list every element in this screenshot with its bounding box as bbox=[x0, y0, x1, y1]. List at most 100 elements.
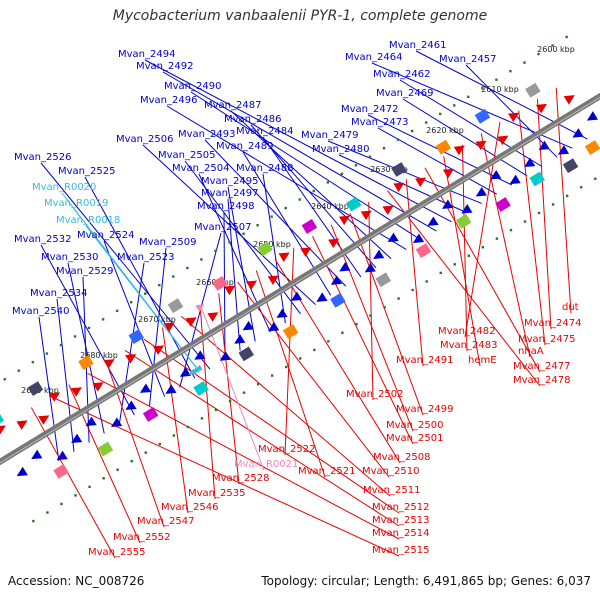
annotation-block[interactable] bbox=[330, 293, 346, 308]
forward-gene-arrow[interactable] bbox=[219, 351, 231, 361]
forward-gene-label[interactable]: Mvan_2492 bbox=[136, 61, 193, 72]
reverse-gene-arrow[interactable] bbox=[415, 177, 427, 187]
forward-gene-label[interactable]: Mvan_2487 bbox=[204, 100, 261, 111]
reverse-gene-arrow[interactable] bbox=[92, 382, 104, 392]
reverse-gene-label[interactable]: Mvan_2513 bbox=[372, 515, 429, 526]
pseudo-rna-gene[interactable] bbox=[195, 304, 205, 313]
reverse-gene-label[interactable]: Mvan_2475 bbox=[518, 334, 575, 345]
reverse-gene-arrow[interactable] bbox=[152, 345, 165, 355]
reverse-gene-arrow[interactable] bbox=[38, 415, 50, 425]
forward-gene-label[interactable]: Mvan_2530 bbox=[41, 252, 98, 263]
reverse-gene-label[interactable]: Mvan_2508 bbox=[373, 452, 430, 463]
forward-gene-label[interactable]: Mvan_2498 bbox=[197, 201, 254, 212]
reverse-gene-arrow[interactable] bbox=[338, 215, 351, 226]
reverse-gene-label[interactable]: Mvan_2535 bbox=[188, 488, 245, 499]
reverse-gene-label[interactable]: Mvan_2483 bbox=[440, 340, 497, 351]
annotation-block[interactable] bbox=[167, 298, 184, 314]
reverse-gene-arrow[interactable] bbox=[70, 387, 82, 397]
forward-gene-label[interactable]: Mvan_2464 bbox=[345, 52, 402, 63]
reverse-gene-arrow[interactable] bbox=[103, 359, 115, 369]
reverse-gene-arrow[interactable] bbox=[382, 205, 394, 216]
reverse-gene-label[interactable]: Mvan_2547 bbox=[137, 516, 194, 527]
forward-gene-arrow[interactable] bbox=[179, 367, 191, 377]
forward-gene-arrow[interactable] bbox=[16, 466, 28, 477]
annotation-block[interactable] bbox=[415, 243, 432, 258]
forward-gene-label[interactable]: Mvan_2489 bbox=[216, 141, 273, 152]
forward-gene-arrow[interactable] bbox=[572, 128, 584, 138]
reverse-gene-arrow[interactable] bbox=[393, 182, 405, 193]
forward-gene-arrow[interactable] bbox=[316, 292, 328, 302]
forward-gene-arrow[interactable] bbox=[242, 320, 254, 331]
annotation-block[interactable] bbox=[142, 407, 159, 422]
rna-gene-label[interactable]: Mvan_R0019 bbox=[44, 198, 108, 209]
forward-gene-arrow[interactable] bbox=[268, 321, 280, 332]
forward-gene-arrow[interactable] bbox=[194, 350, 206, 360]
annotation-block[interactable] bbox=[97, 441, 114, 457]
annotation-block[interactable] bbox=[128, 329, 145, 344]
reverse-gene-label[interactable]: Mvan_2500 bbox=[386, 420, 443, 431]
reverse-gene-arrow[interactable] bbox=[245, 280, 258, 291]
rna-gene-label[interactable]: Mvan_R0020 bbox=[32, 182, 96, 193]
reverse-gene-arrow[interactable] bbox=[49, 392, 61, 402]
reverse-gene-arrow[interactable] bbox=[16, 420, 28, 430]
forward-gene-arrow[interactable] bbox=[427, 216, 439, 226]
forward-gene-label[interactable]: Mvan_2506 bbox=[116, 134, 173, 145]
forward-gene-arrow[interactable] bbox=[475, 187, 487, 197]
forward-gene-arrow[interactable] bbox=[412, 233, 425, 243]
forward-gene-arrow[interactable] bbox=[31, 449, 43, 460]
reverse-gene-arrow[interactable] bbox=[453, 145, 465, 156]
reverse-gene-arrow[interactable] bbox=[0, 425, 6, 435]
reverse-gene-label[interactable]: Mvan_2552 bbox=[113, 532, 170, 543]
reverse-gene-arrow[interactable] bbox=[278, 252, 290, 262]
forward-gene-label[interactable]: Mvan_2494 bbox=[118, 49, 175, 60]
forward-gene-label[interactable]: Mvan_2472 bbox=[341, 104, 398, 115]
reverse-gene-label[interactable]: Mvan_2515 bbox=[372, 545, 429, 556]
forward-gene-label[interactable]: Mvan_2504 bbox=[172, 163, 229, 174]
forward-gene-label[interactable]: Mvan_2526 bbox=[14, 152, 71, 163]
forward-gene-label[interactable]: Mvan_2462 bbox=[373, 69, 430, 80]
reverse-gene-arrow[interactable] bbox=[360, 210, 372, 221]
rna-gene-label[interactable]: Mvan_R0018 bbox=[56, 215, 120, 226]
forward-gene-arrow[interactable] bbox=[125, 400, 137, 410]
reverse-gene-arrow[interactable] bbox=[497, 135, 509, 146]
reverse-gene-label[interactable]: Mvan_2528 bbox=[212, 473, 269, 484]
annotation-block[interactable] bbox=[53, 464, 69, 479]
forward-gene-label[interactable]: Mvan_2529 bbox=[56, 266, 113, 277]
reverse-gene-label[interactable]: Mvan_2555 bbox=[88, 547, 145, 558]
forward-gene-label[interactable]: Mvan_2497 bbox=[201, 188, 258, 199]
reverse-gene-label[interactable]: Mvan_2514 bbox=[372, 528, 429, 539]
reverse-gene-label[interactable]: Mvan_2478 bbox=[513, 375, 570, 386]
forward-gene-label[interactable]: Mvan_2493 bbox=[178, 129, 235, 140]
forward-gene-arrow[interactable] bbox=[461, 204, 473, 214]
reverse-gene-arrow[interactable] bbox=[563, 95, 575, 105]
reverse-gene-label[interactable]: nhaA bbox=[518, 346, 544, 357]
annotation-block[interactable] bbox=[257, 241, 273, 257]
forward-gene-label[interactable]: Mvan_2457 bbox=[439, 54, 496, 65]
reverse-gene-arrow[interactable] bbox=[508, 112, 520, 123]
forward-gene-arrow[interactable] bbox=[330, 275, 342, 285]
reverse-gene-label[interactable]: Mvan_2511 bbox=[363, 485, 420, 496]
reverse-gene-label[interactable]: Mvan_2522 bbox=[258, 444, 315, 455]
annotation-block[interactable] bbox=[375, 272, 392, 288]
forward-gene-arrow[interactable] bbox=[364, 262, 376, 273]
reverse-gene-label[interactable]: Mvan_2502 bbox=[346, 389, 403, 400]
reverse-gene-arrow[interactable] bbox=[125, 354, 137, 364]
forward-gene-label[interactable]: Mvan_2540 bbox=[12, 306, 69, 317]
reverse-gene-label[interactable]: Mvan_2499 bbox=[396, 404, 453, 415]
forward-gene-arrow[interactable] bbox=[56, 450, 68, 461]
reverse-gene-arrow[interactable] bbox=[300, 247, 312, 257]
annotation-block[interactable] bbox=[391, 162, 407, 177]
annotation-block[interactable] bbox=[584, 140, 600, 155]
annotation-block[interactable] bbox=[301, 219, 318, 234]
forward-gene-arrow[interactable] bbox=[557, 145, 570, 155]
reverse-gene-label[interactable]: Mvan_2477 bbox=[513, 361, 570, 372]
forward-gene-arrow[interactable] bbox=[524, 157, 536, 168]
forward-gene-arrow[interactable] bbox=[85, 416, 97, 427]
forward-gene-label[interactable]: Mvan_2532 bbox=[14, 234, 71, 245]
forward-gene-label[interactable]: Mvan_2524 bbox=[77, 230, 134, 241]
forward-gene-label[interactable]: Mvan_2507 bbox=[194, 222, 251, 233]
reverse-gene-arrow[interactable] bbox=[267, 275, 279, 285]
forward-gene-arrow[interactable] bbox=[165, 384, 177, 394]
reverse-gene-label[interactable]: hemE bbox=[468, 355, 497, 366]
forward-gene-label[interactable]: Mvan_2495 bbox=[201, 176, 258, 187]
